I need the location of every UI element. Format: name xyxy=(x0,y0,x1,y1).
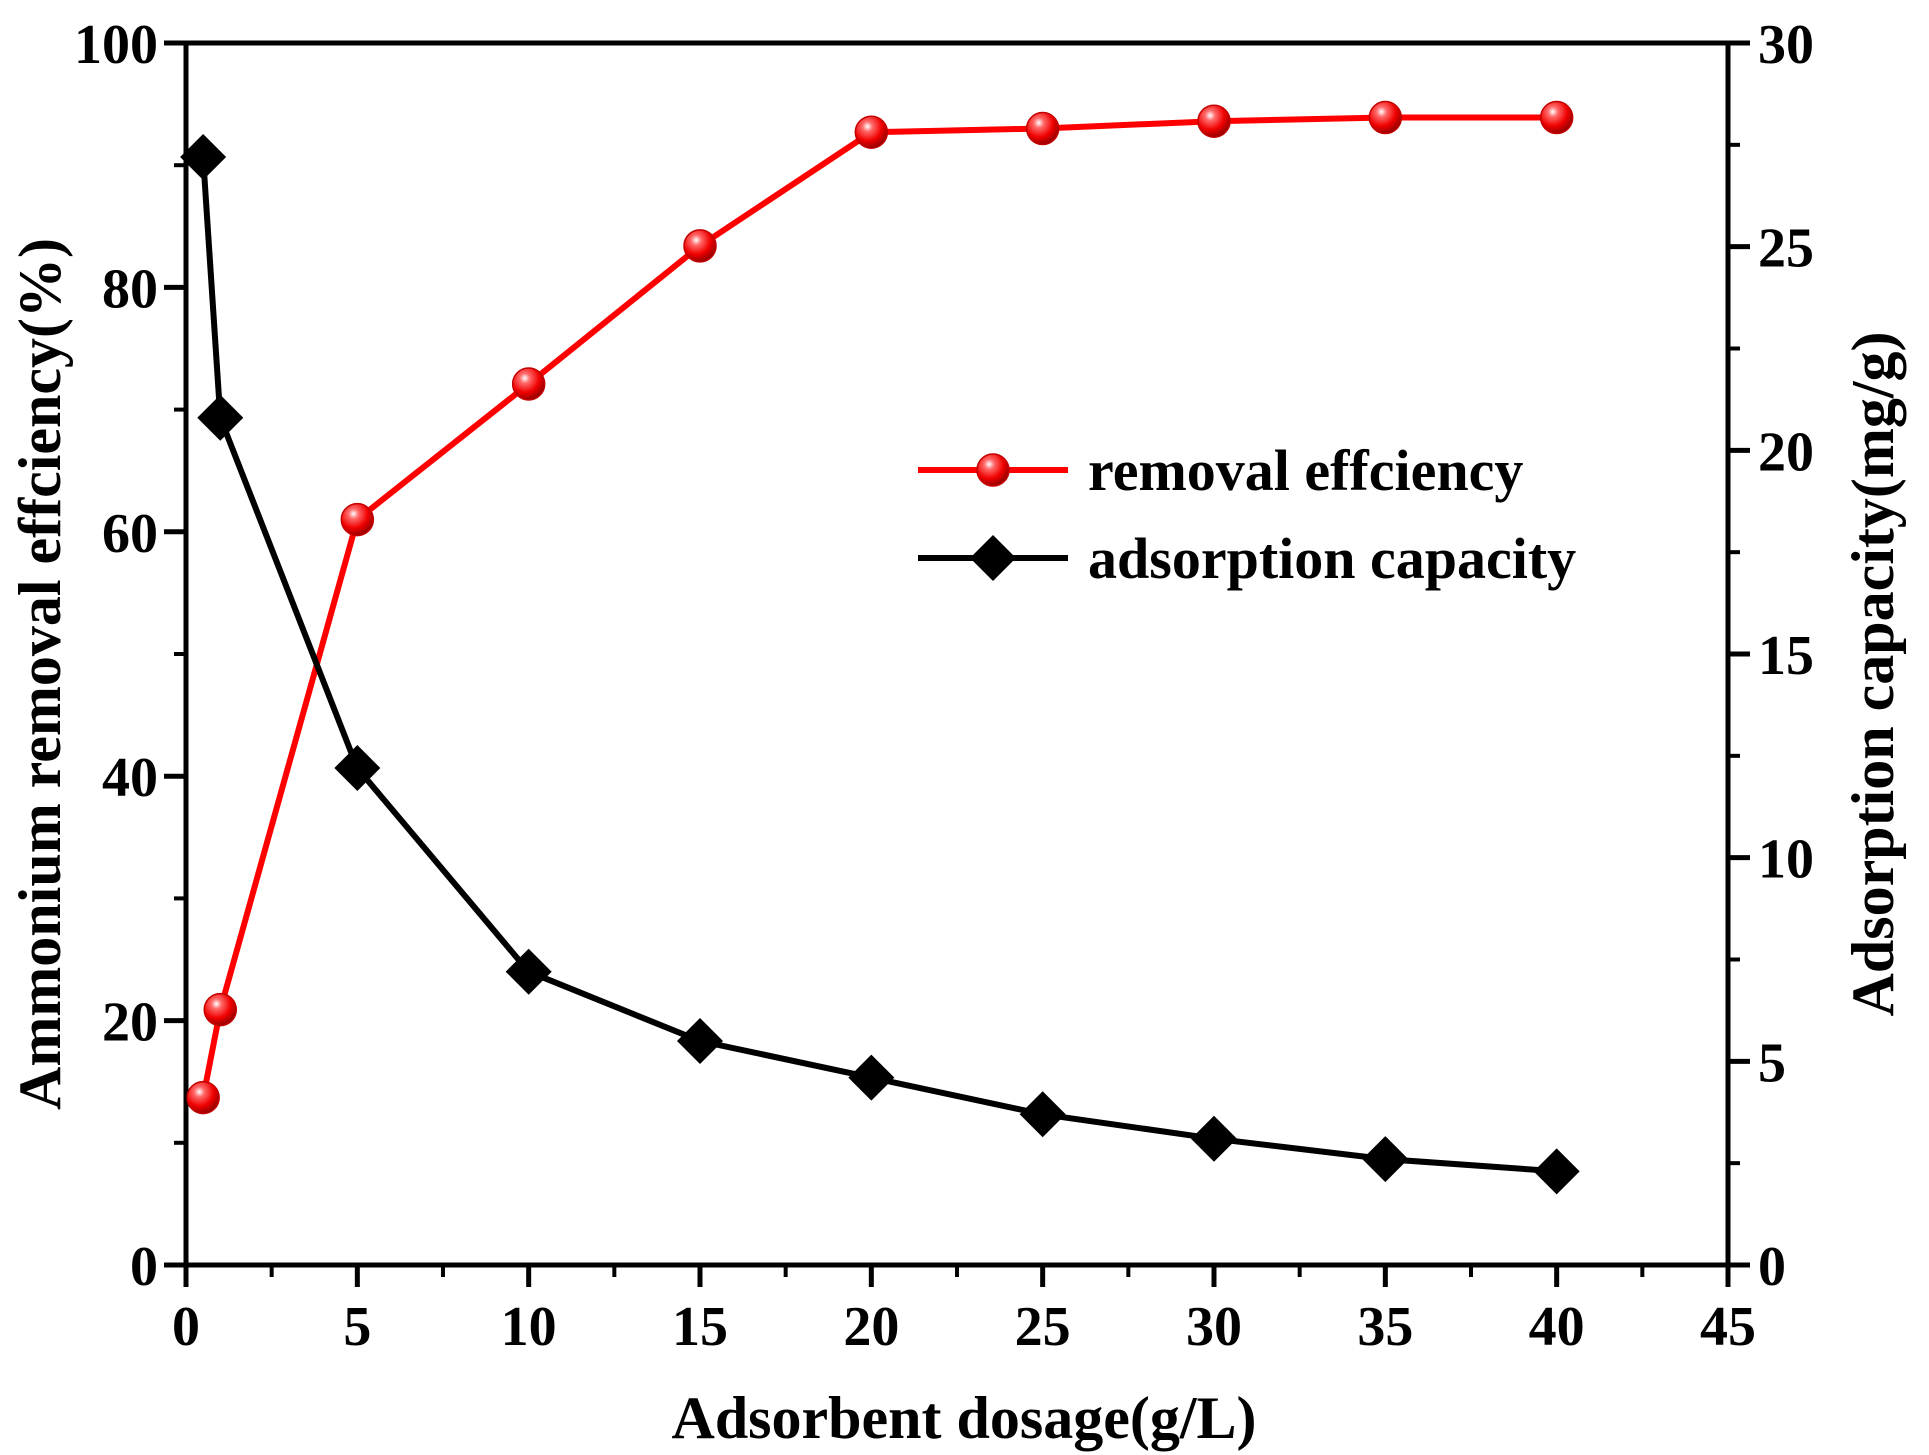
y-left-tick-label: 100 xyxy=(74,14,158,76)
adsorption-capacity-point xyxy=(848,1054,895,1101)
legend-label-adsorption-capacity: adsorption capacity xyxy=(1088,526,1576,591)
legend: removal effciency adsorption capacity xyxy=(918,438,1576,591)
series-lines xyxy=(200,114,1557,1175)
removal-efficiency-point xyxy=(186,1080,220,1115)
x-tick-label: 40 xyxy=(1529,1296,1585,1358)
removal-efficiency-point xyxy=(1025,111,1060,146)
series-markers xyxy=(180,100,1580,1195)
adsorption-capacity-point xyxy=(197,394,244,441)
y-right-tick-label: 25 xyxy=(1758,218,1814,280)
removal-efficiency-point xyxy=(1197,104,1231,138)
legend-marker-adsorption-capacity xyxy=(970,535,1016,581)
adsorption-capacity-point xyxy=(1191,1115,1237,1162)
y-right-tick-label: 15 xyxy=(1758,625,1814,687)
x-tick-label: 30 xyxy=(1186,1296,1242,1358)
y-left-tick-label: 0 xyxy=(130,1236,158,1298)
adsorption-capacity-point xyxy=(1019,1091,1066,1138)
removal-efficiency-point xyxy=(854,115,889,149)
x-tick-label: 15 xyxy=(672,1296,728,1358)
removal-efficiency-point xyxy=(511,367,546,401)
adsorption-capacity-point xyxy=(505,948,552,995)
adsorption-capacity-point xyxy=(1362,1136,1409,1183)
y-left-tick-label: 20 xyxy=(102,992,158,1054)
x-tick-label: 0 xyxy=(172,1296,200,1358)
x-tick-label: 35 xyxy=(1357,1296,1413,1358)
y-left-axis-title: Ammonium removal effciency(%) xyxy=(7,238,73,1110)
plot-frame xyxy=(183,40,1731,1268)
plot-border xyxy=(183,40,1731,1268)
removal-efficiency-point xyxy=(1539,100,1574,135)
x-tick-label: 45 xyxy=(1700,1296,1756,1358)
legend-marker-removal-efficiency xyxy=(976,453,1010,487)
x-tick-label: 5 xyxy=(343,1296,371,1358)
adsorption-capacity-point xyxy=(677,1017,723,1064)
legend-label-removal-efficiency: removal effciency xyxy=(1088,438,1523,503)
x-axis-title: Adsorbent dosage(g/L) xyxy=(671,1385,1256,1451)
y-left-tick-label: 60 xyxy=(102,503,158,565)
series-line-adsorption-capacity xyxy=(200,156,1557,1175)
removal-efficiency-point xyxy=(683,229,717,263)
adsorption-capacity-point xyxy=(180,134,227,181)
series-line-removal-efficiency xyxy=(200,114,1557,1099)
y-right-tick-label: 20 xyxy=(1758,421,1814,483)
y-right-tick-label: 30 xyxy=(1758,14,1814,76)
x-tick-label: 25 xyxy=(1015,1296,1071,1358)
removal-efficiency-point xyxy=(203,992,238,1027)
adsorption-capacity-point xyxy=(334,745,381,792)
y-left-tick-label: 40 xyxy=(102,747,158,809)
removal-efficiency-point xyxy=(1368,100,1403,135)
y-right-tick-label: 5 xyxy=(1758,1032,1786,1094)
adsorption-capacity-point xyxy=(1533,1148,1580,1195)
axis-labels: 0 5 10 15 20 25 30 35 40 450204060801000510152025… xyxy=(7,14,1906,1451)
removal-efficiency-point xyxy=(340,502,375,537)
y-right-tick-label: 0 xyxy=(1758,1236,1786,1298)
y-left-tick-label: 80 xyxy=(102,258,158,320)
axis-ticks xyxy=(164,40,1750,1287)
x-tick-label: 10 xyxy=(501,1296,557,1358)
y-right-tick-label: 10 xyxy=(1758,829,1814,891)
x-tick-label: 20 xyxy=(843,1296,899,1358)
y-right-axis-title: Adsorption capacity(mg/g) xyxy=(1840,332,1906,1017)
